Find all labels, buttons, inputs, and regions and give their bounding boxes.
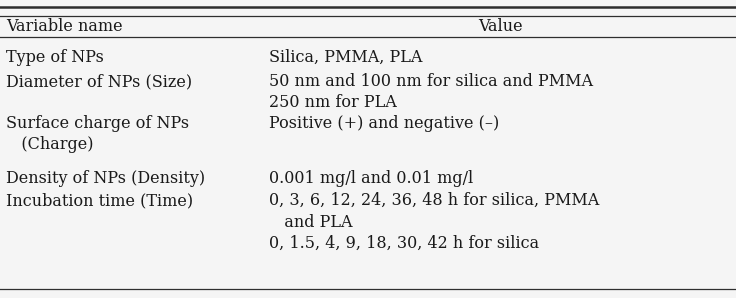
Text: Positive (+) and negative (–): Positive (+) and negative (–) xyxy=(269,115,499,132)
Text: (Charge): (Charge) xyxy=(6,136,93,153)
Text: Density of NPs (Density): Density of NPs (Density) xyxy=(6,170,205,187)
Text: Value: Value xyxy=(478,18,523,35)
Text: Diameter of NPs (Size): Diameter of NPs (Size) xyxy=(6,73,192,90)
Text: Silica, PMMA, PLA: Silica, PMMA, PLA xyxy=(269,49,422,66)
Text: Variable name: Variable name xyxy=(6,18,122,35)
Text: and PLA: and PLA xyxy=(269,214,352,231)
Text: Type of NPs: Type of NPs xyxy=(6,49,104,66)
Text: 0, 1.5, 4, 9, 18, 30, 42 h for silica: 0, 1.5, 4, 9, 18, 30, 42 h for silica xyxy=(269,235,539,252)
Text: 0.001 mg/l and 0.01 mg/l: 0.001 mg/l and 0.01 mg/l xyxy=(269,170,473,187)
Text: 50 nm and 100 nm for silica and PMMA: 50 nm and 100 nm for silica and PMMA xyxy=(269,73,592,90)
Text: Surface charge of NPs: Surface charge of NPs xyxy=(6,115,189,132)
Text: Incubation time (Time): Incubation time (Time) xyxy=(6,192,193,209)
Text: 250 nm for PLA: 250 nm for PLA xyxy=(269,94,397,111)
Text: 0, 3, 6, 12, 24, 36, 48 h for silica, PMMA: 0, 3, 6, 12, 24, 36, 48 h for silica, PM… xyxy=(269,192,599,209)
